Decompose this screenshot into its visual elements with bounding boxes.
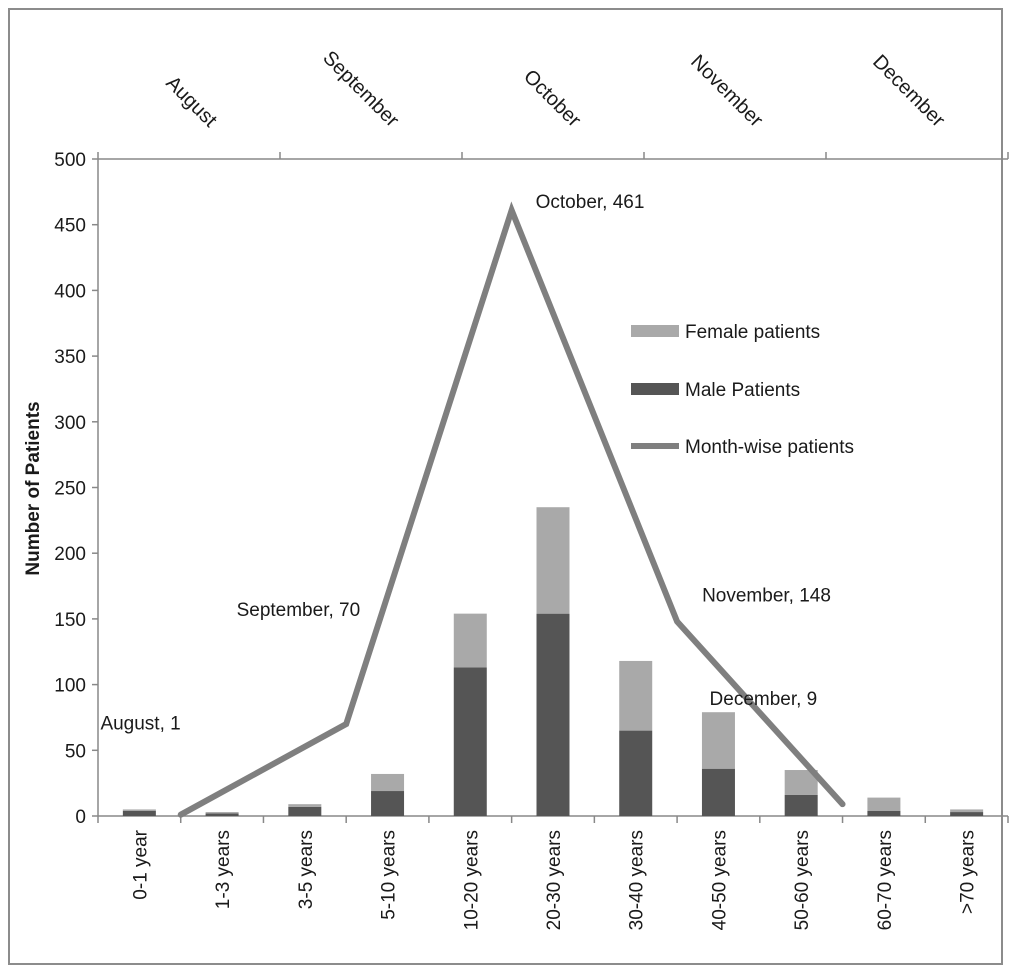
- bar-female: [701, 712, 735, 769]
- bar-female: [371, 773, 405, 792]
- bar-male: [205, 813, 239, 816]
- top-month-label: November: [686, 51, 767, 132]
- top-month-label: December: [868, 51, 949, 132]
- bar-female: [867, 797, 901, 811]
- line-point-label: November, 148: [702, 586, 831, 607]
- bar-female: [205, 812, 239, 814]
- bar-male: [371, 791, 405, 816]
- top-month-label: September: [318, 47, 403, 132]
- bar-female: [950, 809, 984, 813]
- legend-label-female: Female patients: [685, 322, 820, 343]
- legend-label-line: Month-wise patients: [685, 437, 854, 458]
- bar-male: [950, 812, 984, 816]
- line-point-label: October, 461: [536, 192, 645, 213]
- bar-male: [536, 613, 570, 816]
- bar-female: [122, 809, 156, 811]
- month-line: [177, 201, 846, 818]
- bar-male: [619, 730, 653, 816]
- x-tick-label: 1-3 years: [213, 830, 234, 909]
- y-tick-label: 450: [54, 216, 86, 237]
- y-tick-label: 400: [54, 281, 86, 302]
- bar-female: [536, 507, 570, 614]
- bar-female: [619, 660, 653, 731]
- y-tick-label: 500: [54, 150, 86, 171]
- chart-frame: [8, 8, 1003, 965]
- y-tick-label: 350: [54, 347, 86, 368]
- bar-male: [784, 794, 818, 816]
- top-month-label: August: [161, 72, 221, 132]
- x-tick-label: 30-40 years: [627, 830, 648, 930]
- y-tick-label: 200: [54, 544, 86, 565]
- x-tick-label: 60-70 years: [875, 830, 896, 930]
- x-tick-label: 50-60 years: [792, 830, 813, 930]
- x-tick-label: 10-20 years: [461, 830, 482, 930]
- legend-swatch-male: [631, 383, 679, 395]
- top-month-label: October: [519, 66, 585, 132]
- bar-female: [288, 804, 322, 807]
- y-tick-label: 0: [75, 807, 86, 828]
- line-point-label: August, 1: [100, 714, 180, 735]
- x-tick-label: 20-30 years: [544, 830, 565, 930]
- bar-male: [867, 810, 901, 816]
- line-point-label: December, 9: [710, 689, 818, 710]
- x-tick-label: 40-50 years: [709, 830, 730, 930]
- y-tick-label: 150: [54, 610, 86, 631]
- y-axis-title: Number of Patients: [23, 401, 44, 575]
- x-tick-label: 3-5 years: [296, 830, 317, 909]
- y-tick-label: 100: [54, 676, 86, 697]
- y-tick-label: 300: [54, 413, 86, 434]
- bar-male: [288, 806, 322, 816]
- y-tick-label: 50: [65, 741, 86, 762]
- legend-swatch-female: [631, 325, 679, 337]
- bar-male: [701, 768, 735, 816]
- bar-male: [453, 667, 487, 816]
- line-point-label: September, 70: [237, 600, 361, 621]
- bar-male: [122, 810, 156, 816]
- x-tick-label: 5-10 years: [379, 830, 400, 920]
- bar-female: [453, 613, 487, 668]
- legend-label-male: Male Patients: [685, 380, 800, 401]
- x-tick-label: 0-1 year: [130, 829, 151, 899]
- x-tick-label: >70 years: [958, 830, 979, 914]
- y-tick-label: 250: [54, 479, 86, 500]
